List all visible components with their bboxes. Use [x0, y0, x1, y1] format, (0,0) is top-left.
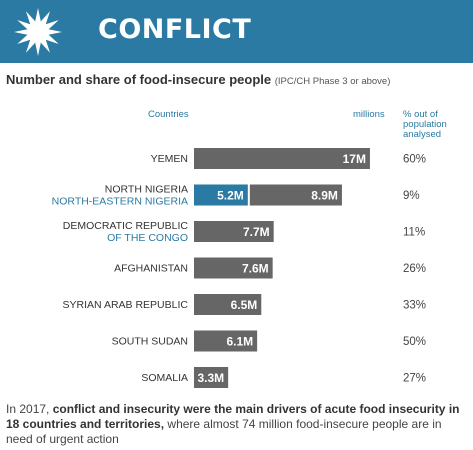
column-header-millions: millions: [353, 109, 385, 120]
bar-value-label: 6.5M: [231, 298, 258, 312]
subtitle-main: Number and share of food-insecure people: [6, 72, 272, 87]
column-header-countries: Countries: [148, 109, 189, 120]
percent-label: 27%: [403, 373, 426, 385]
column-header-percent: % out of population analysed: [403, 110, 447, 140]
footer-text-bold: conflict and insecurity were the main dr…: [6, 402, 460, 431]
bar-segment: [194, 367, 229, 388]
bar-value-label: 8.9M: [311, 189, 338, 203]
percent-label: 33%: [403, 300, 426, 312]
category-label: NORTH-EASTERN NIGERIA: [52, 196, 188, 208]
category-label: SOUTH SUDAN: [112, 336, 188, 348]
bar-segment: [194, 221, 274, 242]
percent-label: 26%: [403, 263, 426, 275]
bar-segment: [249, 184, 342, 206]
header-banner: CONFLICT: [0, 0, 473, 63]
subtitle-note: (IPC/CH Phase 3 or above): [274, 76, 391, 87]
category-label: YEMEN: [151, 153, 188, 165]
bar-value-label: 7.6M: [242, 262, 269, 276]
page-title: CONFLICT: [98, 14, 252, 45]
footer-text-part: where almost 74 million food-insecure pe…: [6, 417, 442, 446]
bar-value-label: 7.7M: [243, 225, 270, 239]
bar-segment: [194, 184, 248, 206]
category-label: SOMALIA: [141, 372, 188, 384]
category-label: NORTH NIGERIA: [105, 184, 188, 196]
column-header-percent-line: analysed: [403, 129, 442, 140]
bar-segment: [194, 330, 258, 352]
percent-label: 60%: [403, 154, 426, 166]
bar-chart: 17M YEMEN 60% 5.2M 8.9M NORTH NIGERIANORTH-EA…: [52, 148, 426, 388]
category-label: OF THE CONGO: [107, 232, 188, 244]
bar-value-label: 17M: [343, 152, 366, 166]
category-label: AFGHANISTAN: [114, 263, 188, 275]
bar-segment: [194, 257, 273, 279]
chart-subtitle: Number and share of food-insecure people…: [6, 72, 390, 87]
category-label: SYRIAN ARAB REPUBLIC: [63, 299, 189, 311]
column-header-percent-line: population: [403, 119, 447, 130]
burst-icon: [14, 8, 62, 56]
footer-text-part: In 2017,: [6, 402, 53, 416]
column-header-percent-line: % out of: [403, 109, 438, 120]
bar-value-label: 5.2M: [217, 189, 244, 203]
bar-value-label: 3.3M: [197, 371, 224, 385]
percent-label: 9%: [403, 190, 420, 202]
category-label: DEMOCRATIC REPUBLIC: [63, 220, 189, 232]
percent-label: 11%: [403, 227, 425, 239]
bar-value-label: 6.1M: [226, 335, 253, 349]
bar-segment: [194, 294, 262, 315]
bar-segment: [194, 148, 370, 169]
percent-label: 50%: [403, 336, 426, 348]
footer-text: In 2017, conflict and insecurity were th…: [6, 402, 468, 447]
